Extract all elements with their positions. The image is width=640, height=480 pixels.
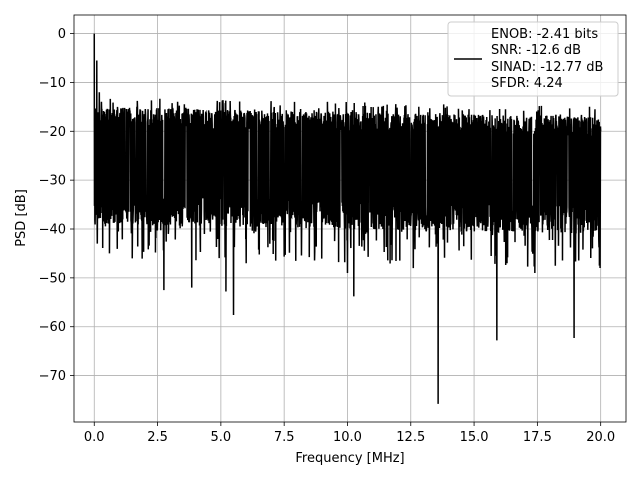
- y-tick-label: −30: [39, 174, 66, 189]
- y-axis-label: PSD [dB]: [14, 189, 29, 247]
- y-tick-label: −40: [39, 223, 66, 238]
- x-axis-label: Frequency [MHz]: [295, 451, 404, 466]
- x-tick-label: 10.0: [333, 430, 362, 445]
- legend-entry-sinad: SINAD: -12.77 dB: [491, 60, 603, 75]
- x-tick-label: 15.0: [460, 430, 489, 445]
- legend-entry-snr: SNR: -12.6 dB: [491, 43, 581, 58]
- legend-entry-enob: ENOB: -2.41 bits: [491, 27, 598, 42]
- y-axis: 0 −10 −20 −30 −40 −50 −60 −70: [39, 27, 74, 384]
- y-tick-label: 0: [58, 27, 66, 42]
- x-tick-label: 2.5: [147, 430, 168, 445]
- y-tick-label: −20: [39, 125, 66, 140]
- x-tick-label: 0.0: [84, 430, 105, 445]
- x-axis: 0.0 2.5 5.0 7.5 10.0 12.5 15.0 17.5 20.0: [84, 422, 615, 445]
- x-tick-label: 17.5: [523, 430, 552, 445]
- x-tick-label: 20.0: [586, 430, 615, 445]
- y-tick-label: −10: [39, 76, 66, 91]
- y-tick-label: −50: [39, 271, 66, 286]
- x-tick-label: 7.5: [274, 430, 295, 445]
- x-tick-label: 5.0: [211, 430, 232, 445]
- y-tick-label: −70: [39, 369, 66, 384]
- axes-frame: [73, 14, 627, 423]
- legend: ENOB: -2.41 bits SNR: -12.6 dB SINAD: -1…: [447, 21, 619, 97]
- x-tick-label: 12.5: [396, 430, 425, 445]
- legend-box: [447, 21, 619, 97]
- series-psd-line: [93, 33, 602, 404]
- y-tick-label: −60: [39, 320, 66, 335]
- legend-entry-sfdr: SFDR: 4.24: [491, 76, 563, 91]
- plot-area: [93, 33, 602, 404]
